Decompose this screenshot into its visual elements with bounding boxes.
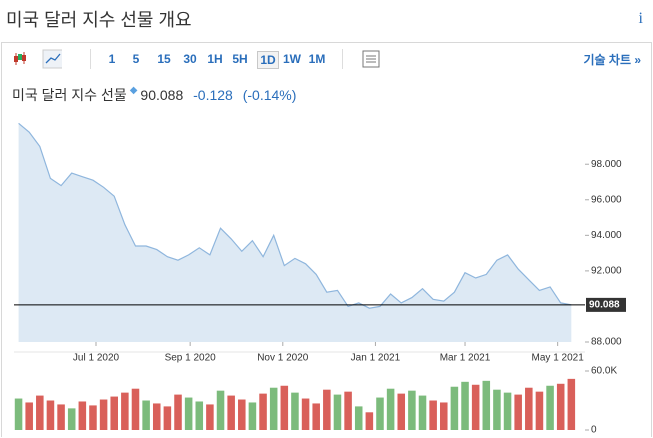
separator: [90, 49, 91, 69]
volume-bar: [312, 403, 320, 430]
volume-bar: [174, 394, 182, 430]
interval-button[interactable]: 1W: [283, 52, 301, 66]
technical-chart-link[interactable]: 기술 차트 »: [583, 53, 641, 67]
volume-bar: [89, 405, 97, 430]
volume-bar: [546, 385, 554, 430]
x-tick-label: Nov 1 2020: [257, 353, 309, 364]
volume-bar: [471, 384, 480, 430]
volume-bar: [482, 380, 491, 430]
volume-bar: [25, 402, 33, 430]
volume-bar: [163, 406, 172, 430]
volume-bar: [227, 395, 235, 430]
volume-bar: [46, 400, 55, 430]
x-tick-label: Jul 1 2020: [73, 353, 120, 364]
volume-bar: [354, 406, 363, 430]
price-area: [18, 123, 572, 342]
volume-bar: [259, 393, 267, 430]
last-price-box: [586, 297, 626, 312]
volume-bar: [152, 403, 161, 430]
y-tick-label: 92.000: [591, 266, 622, 277]
volume-bar: [184, 397, 193, 430]
chart-type-icons[interactable]: [2, 43, 62, 75]
volume-bar: [206, 404, 214, 430]
separator: [342, 49, 343, 69]
quote-line: 미국 달러 지수 선물 ◆ 90.088 -0.128 (-0.14%): [12, 85, 296, 105]
info-button[interactable]: i: [638, 10, 643, 27]
settings-icon[interactable]: [2, 43, 402, 75]
volume-bar: [514, 394, 522, 430]
y-tick-label: 96.000: [591, 194, 622, 205]
volume-bar: [99, 399, 108, 430]
volume-bar: [344, 391, 352, 430]
volume-bar: [121, 392, 129, 430]
volume-bar: [556, 383, 565, 430]
quote-change: -0.128: [193, 87, 233, 103]
interval-button[interactable]: 1M: [308, 52, 326, 66]
volume-bar: [110, 396, 118, 430]
x-tick-label: Jan 1 2021: [351, 353, 401, 364]
interval-button[interactable]: 1D: [257, 51, 279, 69]
volume-tick-label: 60.0K: [591, 366, 617, 377]
volume-bar: [142, 400, 150, 430]
x-tick-label: Sep 1 2020: [165, 353, 217, 364]
y-tick-label: 98.000: [591, 159, 622, 170]
interval-button[interactable]: 1: [108, 52, 116, 66]
volume-bar: [365, 412, 374, 430]
volume-bar: [269, 387, 278, 430]
interval-button[interactable]: 5H: [232, 52, 248, 66]
volume-bar: [439, 402, 448, 430]
interval-button[interactable]: 15: [157, 52, 171, 66]
quote-change-pct: (-0.14%): [242, 87, 297, 103]
volume-bar: [248, 402, 257, 430]
volume-bar: [418, 395, 427, 430]
volume-bar: [429, 400, 437, 430]
volume-bar: [397, 393, 406, 430]
volume-bar: [195, 401, 204, 430]
volume-bar: [216, 390, 225, 430]
volume-bar: [323, 389, 331, 430]
volume-bar: [78, 401, 87, 430]
volume-bar: [493, 389, 501, 430]
volume-bar: [333, 394, 342, 430]
volume-bar: [280, 385, 289, 430]
interval-button[interactable]: 1H: [207, 52, 223, 66]
x-tick-label: Mar 1 2021: [440, 353, 491, 364]
volume-bar: [386, 388, 395, 430]
volume-bar: [567, 378, 576, 430]
interval-button[interactable]: 30: [183, 52, 197, 66]
volume-bar: [291, 392, 299, 430]
volume-bar: [131, 388, 140, 430]
volume-bar: [57, 404, 65, 430]
quote-name: 미국 달러 지수 선물: [12, 87, 127, 103]
volume-bar: [36, 395, 44, 430]
price-line: [18, 122, 572, 309]
interval-button[interactable]: 5: [132, 52, 140, 66]
volume-bar: [535, 391, 544, 430]
volume-bar: [503, 392, 512, 430]
y-tick-label: 94.000: [591, 230, 622, 241]
volume-bar: [461, 381, 469, 430]
y-tick-label: 88.000: [591, 337, 622, 348]
volume-bar: [408, 390, 416, 430]
chart-widget: 기술 차트 » 1 5 15 30 1H 5H 1D 1W 1M 미국 달러 지수 선물 ◆ 90.…: [1, 42, 652, 437]
last-price-label: 90.088: [589, 300, 620, 311]
volume-bar: [301, 398, 310, 430]
volume-bar: [67, 408, 76, 430]
volume-bar: [525, 387, 533, 430]
volume-bar: [238, 399, 246, 430]
volume-tick-label: 0: [591, 425, 597, 436]
volume-bar: [14, 398, 23, 430]
volume-bar: [450, 386, 459, 430]
x-tick-label: May 1 2021: [532, 353, 585, 364]
toolbar: 기술 차트 » 1 5 15 30 1H 5H 1D 1W 1M: [2, 43, 651, 75]
live-dot: ◆: [129, 85, 138, 96]
quote-price: 90.088: [140, 87, 184, 103]
page-title: 미국 달러 지수 선물 개요: [6, 10, 192, 30]
volume-bar: [376, 397, 384, 430]
